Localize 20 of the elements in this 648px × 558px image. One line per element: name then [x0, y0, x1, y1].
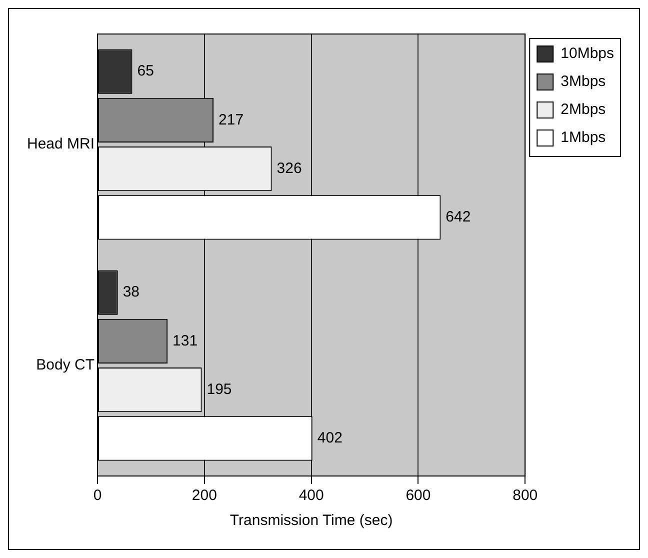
data-label: 402 — [317, 430, 342, 447]
legend-label: 2Mbps — [560, 101, 606, 118]
y-tick-label: Body CT — [36, 356, 95, 374]
data-label: 38 — [122, 284, 140, 301]
y-tick-label: Head MRI — [26, 136, 95, 153]
x-tick-label: 400 — [298, 487, 324, 504]
x-tick-label: 0 — [93, 487, 102, 504]
legend-label: 3Mbps — [560, 73, 606, 90]
x-tick-label: 800 — [512, 487, 538, 504]
data-label: 131 — [172, 332, 198, 350]
x-axis-title: Transmission Time (sec) — [230, 512, 393, 530]
x-tick-label: 200 — [192, 487, 217, 504]
data-label: 217 — [218, 111, 244, 128]
data-label: 642 — [446, 208, 471, 226]
data-label: 65 — [137, 62, 154, 80]
x-tick-label: 600 — [406, 487, 431, 504]
legend-label: 1Mbps — [560, 129, 606, 146]
data-label: 326 — [276, 160, 302, 177]
data-label: 195 — [206, 380, 232, 398]
legend-label: 10Mbps — [560, 45, 614, 62]
